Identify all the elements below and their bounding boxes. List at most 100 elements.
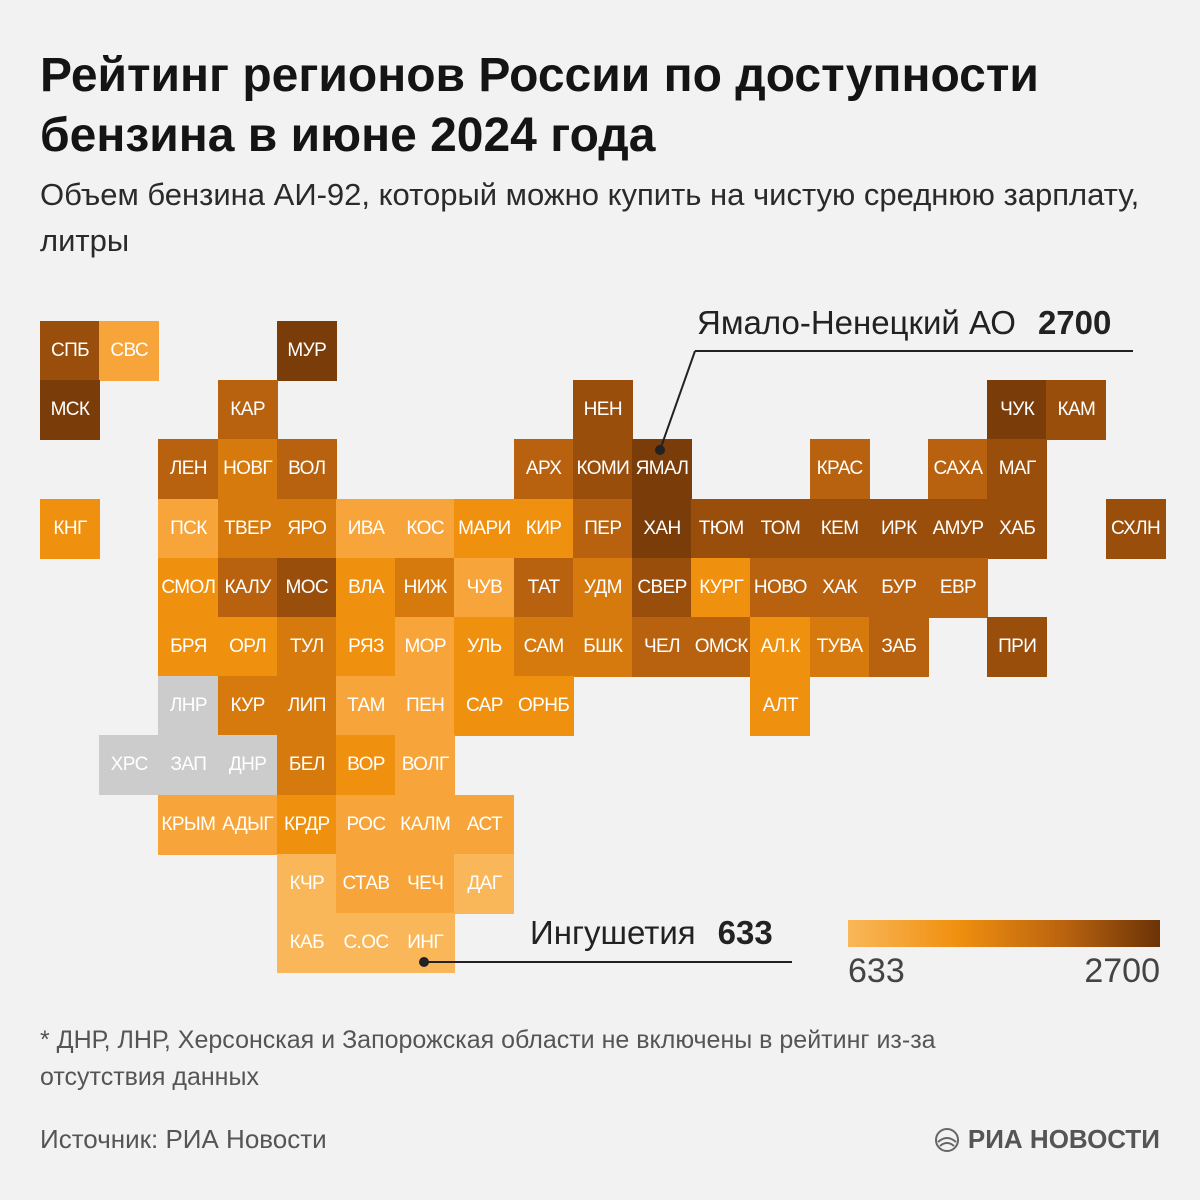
region-tile-51: ТУЛ	[276, 617, 337, 677]
region-tile-17: МАГ	[987, 439, 1048, 500]
region-tile-27: ХАН	[632, 498, 692, 559]
legend-min-label: 633	[848, 952, 905, 990]
region-tile-33: ХАБ	[987, 498, 1048, 559]
region-tile-81: КАЛМ	[395, 794, 456, 855]
region-tile-63: ЛНР	[158, 676, 219, 737]
region-tile-53: МОР	[395, 617, 456, 677]
region-tile-48: ЕВР	[928, 557, 988, 618]
region-tile-8: КАМ	[1046, 380, 1107, 441]
region-tile-28: ТЮМ	[691, 498, 752, 559]
region-tile-75: ВОР	[336, 735, 396, 796]
callout-max-value: 2700	[1037, 304, 1112, 341]
region-tile-35: СМОЛ	[158, 557, 219, 618]
callout-min-underline	[424, 961, 792, 963]
region-tile-7: ЧУК	[987, 380, 1048, 441]
region-tile-47: БУР	[868, 557, 929, 618]
ria-logo-icon	[934, 1127, 959, 1152]
region-tile-76: ВОЛГ	[395, 735, 456, 796]
region-tile-85: ЧЕЧ	[395, 853, 456, 914]
region-tile-31: ИРК	[868, 498, 929, 559]
callout-max-label: Ямало-Ненецкий АО	[697, 304, 1016, 341]
region-tile-34: СХЛН	[1105, 498, 1166, 559]
region-tile-50: ОРЛ	[217, 617, 278, 677]
region-tile-57: ЧЕЛ	[632, 617, 692, 677]
region-tile-38: ВЛА	[336, 557, 396, 618]
region-tile-44: КУРГ	[691, 557, 752, 618]
region-tile-46: ХАК	[809, 557, 870, 618]
region-tile-39: НИЖ	[395, 557, 456, 618]
page-subtitle: Объем бензина АИ-92, который можно купит…	[40, 177, 1140, 258]
region-tile-56: БШК	[572, 617, 633, 677]
region-tile-52: РЯЗ	[336, 617, 396, 677]
region-tile-6: НЕН	[572, 380, 633, 441]
region-tile-72: ЗАП	[158, 735, 219, 796]
region-tile-64: КУР	[217, 676, 278, 737]
footnote: * ДНР, ЛНР, Херсонская и Запорожская обл…	[40, 1026, 936, 1091]
region-tile-73: ДНР	[217, 735, 278, 796]
region-tile-77: КРЫМ	[158, 794, 219, 855]
legend-gradient	[848, 920, 1160, 947]
region-tile-15: КРАС	[809, 439, 870, 500]
region-tile-21: ЯРО	[276, 498, 337, 559]
source-text: Источник: РИА Новости	[40, 1124, 327, 1154]
callout-max-underline	[695, 350, 1133, 352]
region-tile-24: МАРИ	[454, 498, 515, 559]
region-tile-36: КАЛУ	[217, 557, 278, 618]
region-tile-12: АРХ	[513, 439, 574, 500]
region-tile-71: ХРС	[99, 735, 160, 796]
region-tile-79: КРДР	[276, 794, 337, 855]
region-tile-11: ВОЛ	[276, 439, 337, 500]
region-tile-62: ПРИ	[987, 617, 1048, 677]
region-tile-30: КЕМ	[809, 498, 870, 559]
legend-max-label: 2700	[1084, 952, 1160, 990]
region-tile-18: КНГ	[40, 498, 100, 559]
region-tile-26: ПЕР	[572, 498, 633, 559]
region-tile-45: НОВО	[750, 557, 811, 618]
region-tile-3: МУР	[276, 321, 337, 381]
region-tile-59: АЛ.К	[750, 617, 811, 677]
region-tile-43: СВЕР	[632, 557, 692, 618]
region-tile-19: ПСК	[158, 498, 219, 559]
region-tile-14: ЯМАЛ	[632, 439, 692, 500]
region-tile-54: УЛЬ	[454, 617, 515, 677]
region-tile-20: ТВЕР	[217, 498, 278, 559]
region-tile-70: АЛТ	[750, 676, 811, 737]
region-tile-49: БРЯ	[158, 617, 219, 677]
region-tile-9: ЛЕН	[158, 439, 219, 500]
region-tile-83: КЧР	[276, 853, 337, 914]
region-tile-82: АСТ	[454, 794, 515, 855]
region-tile-13: КОМИ	[572, 439, 633, 500]
region-tile-1: СПБ	[40, 321, 100, 381]
region-tile-74: БЕЛ	[276, 735, 337, 796]
region-tile-61: ЗАБ	[868, 617, 929, 677]
region-tile-86: ДАГ	[454, 853, 515, 914]
region-tile-2: СВС	[99, 321, 160, 381]
region-tile-87: КАБ	[276, 913, 337, 973]
region-tile-55: САМ	[513, 617, 574, 677]
region-tile-69: ОРНБ	[513, 676, 574, 737]
region-tile-4: МСК	[40, 380, 100, 441]
region-tile-84: СТАВ	[336, 853, 396, 914]
brand-logo: РИА НОВОСТИ	[934, 1124, 1160, 1155]
region-tile-66: ТАМ	[336, 676, 396, 737]
region-tile-22: ИВА	[336, 498, 396, 559]
region-tile-23: КОС	[395, 498, 456, 559]
region-tile-58: ОМСК	[691, 617, 752, 677]
region-tile-65: ЛИП	[276, 676, 337, 737]
region-tile-29: ТОМ	[750, 498, 811, 559]
region-tile-60: ТУВА	[809, 617, 870, 677]
region-tile-80: РОС	[336, 794, 396, 855]
region-tile-32: АМУР	[928, 498, 988, 559]
callout-min-value: 633	[717, 914, 773, 951]
region-tile-16: САХА	[928, 439, 988, 500]
region-tile-5: КАР	[217, 380, 278, 441]
callout-min-dot	[419, 957, 429, 967]
callout-min-label: Ингушетия	[530, 914, 696, 951]
page-title: Рейтинг регионов России по доступности б…	[40, 49, 1039, 162]
brand-name: РИА НОВОСТИ	[967, 1124, 1160, 1154]
region-tile-88: С.ОС	[336, 913, 396, 973]
region-tile-68: САР	[454, 676, 515, 737]
callout-max: Ямало-Ненецкий АО 2700	[697, 304, 1111, 342]
region-tile-25: КИР	[513, 498, 574, 559]
